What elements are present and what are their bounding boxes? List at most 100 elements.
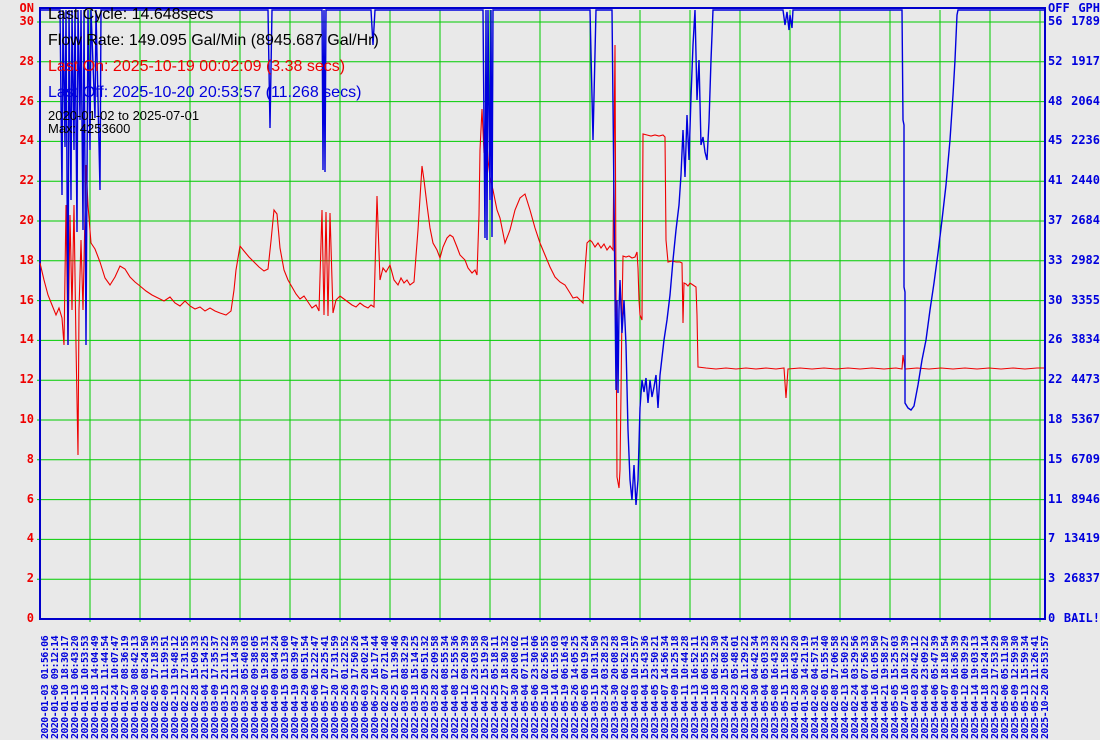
x-axis-timestamp-label: 2025-04-06 05:47:39 <box>929 636 941 739</box>
x-axis-timestamp-label: 2020-04-29 00:51:54 <box>299 636 311 739</box>
x-axis-timestamp-label: 2023-04-11 10:44:28 <box>679 636 691 739</box>
right-axis-gph-value: 3834 <box>1071 332 1100 347</box>
x-axis-timestamp-label: 2020-04-19 00:39:47 <box>289 636 301 739</box>
right-axis-gph-value: 2064 <box>1071 93 1100 108</box>
left-axis-tick-label: 22 <box>19 173 34 188</box>
x-axis-timestamp-label: 2025-04-12 00:39:29 <box>959 636 971 739</box>
flow-rate-text: Flow Rate: 149.095 Gal/Min (8945.687 Gal… <box>48 32 379 49</box>
right-axis-gph-value: 2440 <box>1071 173 1100 188</box>
x-axis-timestamp-label: 2020-04-09 00:34:24 <box>269 636 281 739</box>
left-axis-tick-label: 10 <box>19 412 34 426</box>
last-cycle-text: Last Cycle: 14.648secs <box>48 6 214 23</box>
x-axis-timestamp-label: 2020-06-03 20:02:14 <box>359 636 371 739</box>
x-axis-timestamp-label: 2025-05-09 12:59:30 <box>1009 636 1021 739</box>
last-off-text: Last Off: 2025-10-20 20:53:57 (11.268 se… <box>48 84 362 101</box>
left-axis-on-label: ON <box>19 1 34 15</box>
left-axis-tick-label: 24 <box>19 133 34 148</box>
x-axis-timestamp-label: 2020-03-09 17:35:37 <box>209 636 221 739</box>
right-axis-off-value: 3 <box>1048 571 1056 586</box>
x-axis-timestamp-label: 2022-03-28 22:09:58 <box>429 636 441 739</box>
x-axis-timestamp-label: 2022-04-04 08:55:34 <box>439 636 451 739</box>
x-axis-timestamp-label: 2022-02-20 07:21:40 <box>379 636 391 739</box>
left-axis-tick-label: 12 <box>19 372 34 387</box>
x-axis-timestamp-label: 2020-03-15 21:11:22 <box>219 636 231 739</box>
x-axis-timestamp-label: 2023-05-04 05:03:33 <box>759 636 771 739</box>
x-axis-timestamp-label: 2024-02-05 01:55:40 <box>819 636 831 739</box>
left-axis-tick-label: 18 <box>19 252 34 267</box>
right-axis-off-value: 18 <box>1048 412 1063 426</box>
left-axis-tick-label: 0 <box>26 611 34 625</box>
right-axis-gph-value: 3355 <box>1071 292 1100 307</box>
right-axis-off-value: 7 <box>1048 531 1056 546</box>
x-axis-timestamp-label: 2024-04-16 01:05:50 <box>869 636 881 739</box>
right-axis-off-value: 56 <box>1048 14 1063 28</box>
x-axis-timestamp-label: 2020-03-23 11:14:38 <box>229 636 241 739</box>
x-axis-timestamp-label: 2020-01-18 14:04:49 <box>89 636 101 739</box>
right-axis-gph-header: GPH <box>1078 1 1100 15</box>
x-axis-timestamp-label: 2024-07-16 10:32:39 <box>899 636 911 739</box>
x-axis-timestamp-label: 2024-04-04 07:56:33 <box>859 636 871 739</box>
right-axis-gph-value: 13419 <box>1063 531 1100 546</box>
x-axis-timestamp-label: 2023-04-05 23:50:21 <box>649 636 661 739</box>
right-axis-off-value: 48 <box>1048 93 1063 108</box>
left-axis-tick-label: 4 <box>26 531 34 546</box>
x-axis-timestamp-label: 2020-02-28 15:09:33 <box>189 636 201 739</box>
x-axis-timestamp-label: 2025-04-04 23:09:22 <box>919 636 931 739</box>
x-axis-timestamp-label: 2022-04-22 15:19:20 <box>479 636 491 739</box>
x-axis-timestamp-label: 2020-01-21 11:44:54 <box>99 636 111 739</box>
x-axis-timestamp-label: 2023-03-15 10:31:50 <box>589 636 601 739</box>
x-axis-timestamp-label: 2025-04-07 18:18:54 <box>939 636 951 739</box>
x-axis-timestamp-label: 2020-01-16 10:53:53 <box>79 636 91 739</box>
x-axis-timestamp-label: 2022-04-27 18:30:32 <box>499 636 511 739</box>
right-axis-off-value: 41 <box>1048 173 1063 188</box>
right-axis-off-value: 0 <box>1048 611 1056 625</box>
right-axis-off-value: 45 <box>1048 133 1063 148</box>
x-axis-timestamp-label: 2025-04-14 19:03:13 <box>969 636 981 739</box>
x-axis-timestamp-label: 2020-05-26 01:22:52 <box>339 636 351 739</box>
x-axis-timestamp-label: 2023-04-18 06:32:30 <box>709 636 721 739</box>
x-axis-timestamp-label: 2025-05-13 15:59:34 <box>1019 636 1031 739</box>
x-axis-timestamp-label: 2023-04-30 04:42:34 <box>749 636 761 739</box>
x-axis-timestamp-label: 2024-04-21 19:58:27 <box>879 636 891 739</box>
x-axis-timestamp-label: 2020-01-27 08:36:19 <box>119 636 131 739</box>
right-axis-gph-value: 2982 <box>1071 252 1100 267</box>
x-axis-timestamp-label: 2023-04-23 05:48:01 <box>729 636 741 739</box>
right-axis-off-value: 52 <box>1048 53 1063 68</box>
x-axis-timestamp-label: 2023-03-24 03:28:23 <box>599 636 611 739</box>
x-axis-timestamp-label: 2023-04-20 15:08:24 <box>719 636 731 739</box>
right-axis-gph-value: 2684 <box>1071 213 1100 227</box>
x-axis-timestamp-label: 2025-04-09 16:36:39 <box>949 636 961 739</box>
x-axis-timestamp-label: 2020-01-24 10:07:47 <box>109 636 121 739</box>
x-axis-timestamp-label: 2022-05-10 02:56:55 <box>539 636 551 739</box>
left-axis-tick-label: 16 <box>19 292 34 307</box>
right-axis-gph-value: 5367 <box>1071 412 1100 426</box>
x-axis-timestamp-label: 2020-05-29 17:50:26 <box>349 636 361 739</box>
right-axis-gph-value: 1789 <box>1071 14 1100 28</box>
left-axis-tick-label: 8 <box>26 451 34 466</box>
x-axis-timestamp-label: 2020-02-22 17:31:55 <box>179 636 191 739</box>
right-axis-gph-value: 8946 <box>1071 491 1100 506</box>
right-axis-off-value: 22 <box>1048 372 1063 387</box>
right-axis-gph-value: 6709 <box>1071 451 1100 466</box>
x-axis-timestamp-label: 2023-04-07 14:56:34 <box>659 636 671 739</box>
x-axis-timestamp-label: 2024-02-13 16:50:25 <box>839 636 851 739</box>
right-axis-gph-value: 4473 <box>1071 372 1100 387</box>
right-axis-gph-value: 26837 <box>1063 571 1100 586</box>
date-range-text: 2020-01-02 to 2025-07-01 <box>48 108 200 123</box>
x-axis-timestamp-label: 2020-03-04 21:54:25 <box>199 636 211 739</box>
x-axis-timestamp-label: 2022-05-06 23:30:06 <box>529 636 541 739</box>
x-axis-timestamp-label: 2025-05-22 11:26:41 <box>1029 636 1041 739</box>
x-axis-timestamp-label: 2022-04-16 23:03:58 <box>469 636 481 739</box>
x-axis-timestamp-label: 2023-04-03 10:25:57 <box>629 636 641 739</box>
x-axis-timestamp-label: 2020-02-05 17:18:35 <box>149 636 161 739</box>
left-axis-tick-label: 6 <box>26 491 34 506</box>
x-axis-timestamp-label: 2020-06-27 16:17:44 <box>369 636 381 739</box>
x-axis-timestamp-label: 2020-04-05 19:28:31 <box>259 636 271 739</box>
right-axis-off-value: 26 <box>1048 332 1063 347</box>
x-axis-timestamp-label: 2020-01-03 01:56:06 <box>39 636 51 739</box>
x-axis-timestamp-label: 2020-05-06 12:22:47 <box>309 636 321 739</box>
x-axis-timestamp-label: 2023-04-09 10:25:18 <box>669 636 681 739</box>
x-axis-timestamp-label: 2023-04-13 16:52:11 <box>689 636 701 739</box>
